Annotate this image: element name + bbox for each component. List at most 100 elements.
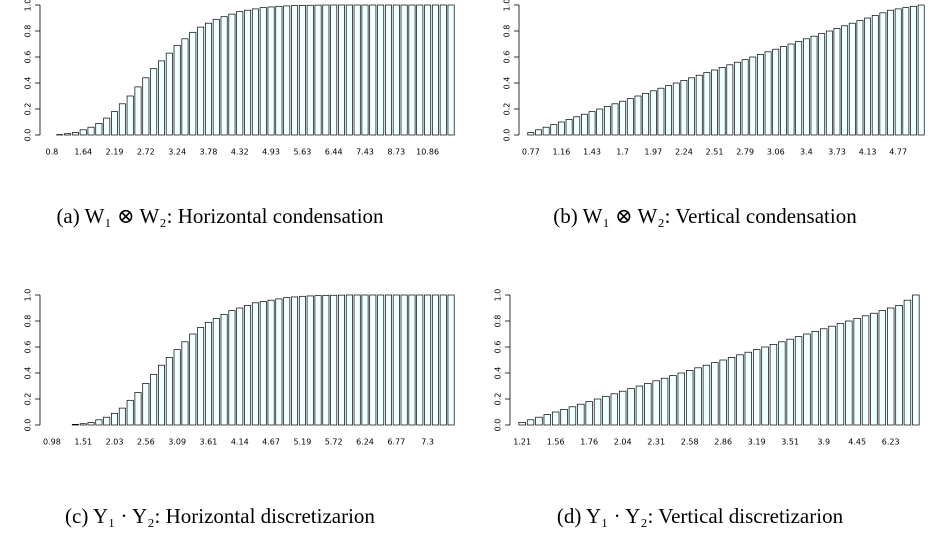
bar (244, 9, 252, 136)
y-tick-label: 0.4 (24, 77, 33, 90)
x-tick-label: 3.61 (200, 438, 218, 447)
bar (416, 294, 424, 426)
bar (744, 351, 753, 426)
bar (803, 333, 811, 426)
y-tick-label: 0.0 (503, 129, 512, 142)
y-tick-label: 1.0 (494, 289, 503, 302)
x-tick-label: 4.93 (262, 148, 280, 157)
bar (306, 4, 314, 136)
x-tick-label: 7.43 (356, 148, 374, 157)
x-tick-label: 1.56 (547, 438, 565, 447)
bar (802, 38, 810, 136)
x-tick-label: 2.58 (681, 438, 699, 447)
bar (361, 294, 369, 426)
bar (894, 8, 902, 136)
bar (291, 5, 299, 136)
bar (392, 294, 400, 426)
bar (757, 54, 764, 136)
x-tick-label: 2.19 (106, 148, 124, 157)
y-tick-label: 0.4 (494, 367, 503, 380)
bar (749, 56, 757, 136)
y-tick-label: 0.4 (503, 77, 512, 90)
x-tick-label: 5.72 (325, 438, 343, 447)
bar (298, 5, 306, 136)
bar (903, 299, 912, 426)
bar (384, 4, 392, 136)
bar (283, 297, 291, 426)
x-tick-label: 4.67 (262, 438, 280, 447)
bar (71, 424, 79, 426)
bar (338, 4, 345, 136)
bar (400, 294, 408, 426)
bar (772, 48, 780, 136)
y-tick-label: 0.2 (494, 393, 503, 406)
bar (779, 46, 787, 136)
bar (251, 302, 259, 426)
bar (810, 35, 818, 136)
y-tick-label: 0.0 (494, 419, 503, 432)
x-tick-label: 6.44 (325, 148, 343, 157)
x-tick-label: 2.79 (736, 148, 754, 157)
bar (736, 354, 744, 426)
bar (841, 25, 849, 136)
bar (204, 321, 212, 426)
y-tick-label: 0.0 (24, 419, 33, 432)
x-tick-label: 3.73 (828, 148, 846, 157)
bar (660, 377, 669, 426)
bar (111, 111, 119, 136)
bar (189, 333, 197, 426)
x-tick-label: 4.13 (859, 148, 877, 157)
bar (795, 41, 803, 136)
bar (345, 294, 353, 426)
bar (627, 388, 635, 426)
bar (535, 416, 543, 426)
bar (635, 385, 644, 426)
y-tick-label: 0.8 (24, 315, 33, 328)
bar (611, 103, 619, 136)
bar (910, 5, 917, 136)
x-tick-label: 4.32 (231, 148, 249, 157)
bar (369, 4, 377, 136)
y-tick-label: 1.0 (503, 0, 512, 11)
bar (879, 12, 887, 136)
bar (150, 68, 158, 136)
bar (392, 4, 400, 136)
bar (752, 349, 761, 426)
caption: (b) W₁ ⊗ W₂: Vertical condensation (553, 204, 857, 228)
bar (727, 357, 736, 426)
x-tick-label: 6.77 (387, 438, 405, 447)
y-tick-label: 0.6 (24, 51, 33, 64)
y-tick-label: 0.8 (24, 25, 33, 38)
bar (197, 26, 205, 136)
bar (103, 416, 111, 426)
bar (853, 318, 861, 426)
bar (887, 9, 894, 136)
bar (111, 412, 119, 426)
caption: (a) W₁ ⊗ W₂: Horizontal condensation (56, 204, 384, 228)
bar (543, 414, 552, 426)
bar (602, 396, 610, 426)
bar (588, 111, 596, 136)
bar (895, 305, 903, 426)
bar (173, 349, 181, 426)
y-tick-label: 0.6 (503, 51, 512, 64)
bar (864, 17, 872, 136)
x-tick-label: 10.86 (416, 148, 439, 157)
bar (811, 331, 820, 426)
bar (314, 295, 322, 426)
bar (408, 4, 416, 136)
bar (828, 325, 836, 426)
bar (158, 364, 165, 426)
bar (677, 372, 686, 426)
y-tick-label: 1.0 (24, 0, 33, 11)
bar (95, 419, 103, 426)
bar (228, 13, 236, 136)
bar (619, 100, 627, 136)
x-tick-label: 6.23 (882, 438, 900, 447)
bar (71, 132, 79, 136)
bar (741, 59, 749, 136)
bar (573, 116, 581, 136)
bar (542, 126, 550, 136)
bar (634, 95, 642, 136)
